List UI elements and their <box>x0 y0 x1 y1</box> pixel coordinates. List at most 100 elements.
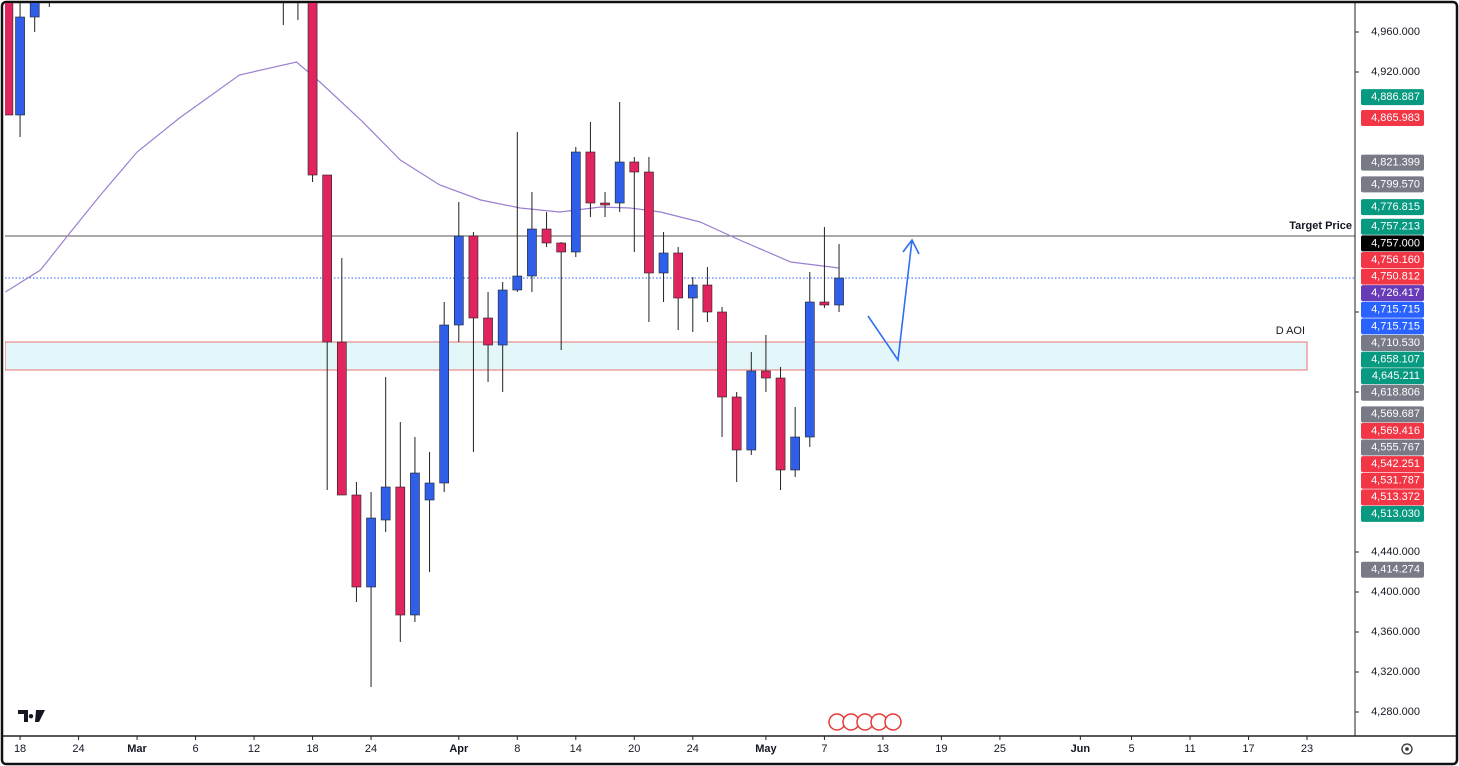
x-tick-label: 18 <box>14 743 26 755</box>
candle-body <box>673 252 684 299</box>
candle-body <box>366 517 376 588</box>
price-badge-label: 4,710.530 <box>1371 337 1420 349</box>
x-tick-label: 13 <box>877 743 889 755</box>
price-badge <box>1361 301 1424 318</box>
x-tick-label: Apr <box>449 743 469 755</box>
price-badge <box>1361 235 1424 252</box>
y-tick-label: 4,320.000 <box>1371 666 1420 678</box>
candle-body <box>15 16 25 116</box>
price-badge <box>1361 89 1424 106</box>
price-badge <box>1361 406 1424 423</box>
candle-body <box>600 202 610 206</box>
candle-body <box>483 317 493 346</box>
candle-body <box>395 486 406 616</box>
candle-body <box>585 151 596 204</box>
price-badge <box>1361 285 1424 302</box>
y-tick-label: 4,440.000 <box>1371 546 1420 558</box>
price-badge-label: 4,821.399 <box>1371 157 1420 169</box>
x-tick-label: 5 <box>1128 743 1134 755</box>
price-badge <box>1361 422 1424 439</box>
price-badge-label: 4,645.211 <box>1372 370 1420 382</box>
y-tick-label: 4,360.000 <box>1371 626 1420 638</box>
x-tick-label: 24 <box>72 743 84 755</box>
price-badge <box>1361 472 1424 489</box>
price-badge <box>1361 176 1424 193</box>
candle-body <box>629 161 640 173</box>
price-badge-label: 4,513.030 <box>1371 508 1420 520</box>
zone-label: D AOI <box>1276 325 1305 337</box>
candle-body <box>614 161 625 204</box>
candle-body <box>5 3 14 116</box>
candle-body <box>512 275 523 291</box>
price-badge <box>1361 199 1424 216</box>
tradingview-logo <box>18 710 45 722</box>
candle-body <box>746 370 757 451</box>
price-badge <box>1361 368 1424 385</box>
price-badge-label: 4,658.107 <box>1371 353 1420 365</box>
price-badge <box>1361 110 1424 127</box>
candle-body <box>834 277 844 306</box>
candle-body <box>380 486 391 521</box>
price-badge-label: 4,618.806 <box>1371 387 1420 399</box>
candle-body <box>527 228 537 277</box>
price-badge <box>1361 351 1424 368</box>
candle-body <box>717 311 727 398</box>
price-badge-label: 4,757.213 <box>1371 221 1420 233</box>
x-tick-label: 18 <box>306 743 318 755</box>
price-badge-label: 4,865.983 <box>1371 112 1420 124</box>
settings-icon[interactable] <box>1401 743 1413 755</box>
candle-body <box>424 482 435 501</box>
x-tick-label: 14 <box>570 743 582 755</box>
target-label: Target Price <box>1289 220 1352 232</box>
price-badge <box>1361 268 1424 285</box>
price-badge <box>1361 439 1424 456</box>
candle-body <box>497 289 508 346</box>
price-badge-label: 4,513.372 <box>1371 491 1420 503</box>
plot-area <box>5 3 1355 687</box>
x-tick-label: Mar <box>127 743 147 755</box>
x-tick-label: 24 <box>365 743 377 755</box>
candle-body <box>307 3 318 176</box>
candle-body <box>761 370 771 379</box>
aoi-zone <box>5 341 1308 371</box>
x-tick-label: 6 <box>192 743 198 755</box>
x-tick-label: 23 <box>1301 743 1313 755</box>
candle-body <box>453 235 464 326</box>
price-badge <box>1361 505 1424 522</box>
candle-body <box>819 301 830 306</box>
price-badge-label: 4,569.687 <box>1371 408 1420 420</box>
candle-body <box>556 242 567 253</box>
price-badge <box>1361 561 1424 578</box>
price-badge <box>1361 154 1424 171</box>
price-badge-label: 4,555.767 <box>1371 441 1420 453</box>
price-badge-label: 4,531.787 <box>1371 475 1420 487</box>
x-tick-label: 8 <box>514 743 520 755</box>
price-badge-label: 4,715.715 <box>1371 304 1420 316</box>
x-tick-label: 17 <box>1242 743 1254 755</box>
price-badge-label: 4,414.274 <box>1371 564 1420 576</box>
x-tick-label: 24 <box>687 743 699 755</box>
price-badge-label: 4,776.815 <box>1371 201 1420 213</box>
event-icons <box>828 713 902 731</box>
price-badge-label: 4,715.715 <box>1371 320 1420 332</box>
candle-body <box>790 436 801 471</box>
x-tick-label: Jun <box>1071 743 1091 755</box>
candle-body <box>351 494 362 588</box>
x-tick-label: 25 <box>994 743 1006 755</box>
candle-body <box>336 341 347 496</box>
price-badge-label: 4,542.251 <box>1371 458 1420 470</box>
price-badge-label: 4,757.000 <box>1371 237 1420 249</box>
x-tick-label: 7 <box>821 743 827 755</box>
candle-body <box>775 377 786 471</box>
price-badge-label: 4,886.887 <box>1371 91 1420 103</box>
candle-body <box>570 151 581 253</box>
price-badge <box>1361 334 1424 351</box>
candle-body <box>644 171 654 274</box>
moving-average <box>5 61 840 293</box>
y-tick-label: 4,920.000 <box>1371 66 1420 78</box>
candle-body <box>702 284 713 313</box>
candle-body <box>410 472 420 616</box>
candle-body <box>439 324 450 484</box>
